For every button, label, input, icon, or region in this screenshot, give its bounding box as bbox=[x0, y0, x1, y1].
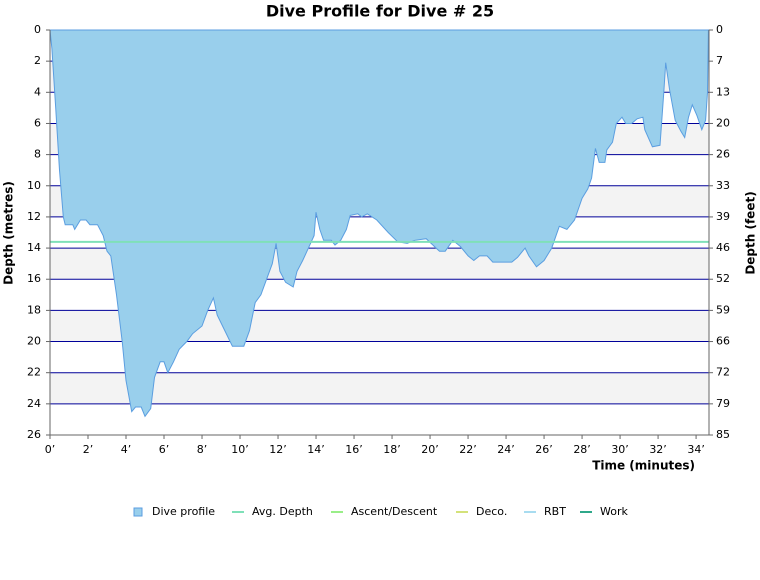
y2-tick-label: 79 bbox=[716, 397, 730, 410]
legend-label: RBT bbox=[544, 505, 566, 518]
y2-tick-label: 20 bbox=[716, 116, 730, 129]
y-tick-label: 6 bbox=[34, 116, 41, 129]
legend-label: Avg. Depth bbox=[252, 505, 313, 518]
y2-tick-label: 33 bbox=[716, 179, 730, 192]
legend-swatch bbox=[133, 507, 143, 517]
x-tick-label: 24’ bbox=[497, 443, 515, 456]
x-tick-label: 4’ bbox=[121, 443, 132, 456]
legend-label: Deco. bbox=[476, 505, 507, 518]
dive-profile-area bbox=[49, 29, 709, 418]
x-tick-label: 18’ bbox=[383, 443, 401, 456]
y-tick-label: 22 bbox=[27, 366, 41, 379]
y2-tick-label: 26 bbox=[716, 148, 730, 161]
x-tick-label: 0’ bbox=[45, 443, 56, 456]
y2-tick-label: 39 bbox=[716, 210, 730, 223]
x-tick-label: 6’ bbox=[159, 443, 170, 456]
x-tick-label: 32’ bbox=[649, 443, 667, 456]
x-tick-label: 8’ bbox=[197, 443, 208, 456]
x-tick-label: 16’ bbox=[345, 443, 363, 456]
y-tick-label: 4 bbox=[34, 85, 41, 98]
y-tick-label: 14 bbox=[27, 241, 41, 254]
y-tick-label: 12 bbox=[27, 210, 41, 223]
y-tick-label: 10 bbox=[27, 179, 41, 192]
y2-axis-title: Depth (feet) bbox=[744, 191, 758, 274]
grid-band bbox=[50, 372, 709, 404]
x-tick-label: 30’ bbox=[611, 443, 629, 456]
legend-label: Dive profile bbox=[152, 505, 215, 518]
x-tick-label: 28’ bbox=[573, 443, 591, 456]
y2-tick-label: 72 bbox=[716, 366, 730, 379]
x-tick-label: 2’ bbox=[83, 443, 94, 456]
y-tick-label: 8 bbox=[34, 148, 41, 161]
y2-tick-label: 0 bbox=[716, 23, 723, 36]
y-tick-label: 16 bbox=[27, 272, 41, 285]
x-tick-label: 26’ bbox=[535, 443, 553, 456]
legend-label: Ascent/Descent bbox=[351, 505, 438, 518]
y-tick-label: 0 bbox=[34, 23, 41, 36]
x-tick-label: 22’ bbox=[459, 443, 477, 456]
legend-label: Work bbox=[600, 505, 628, 518]
y-tick-label: 18 bbox=[27, 303, 41, 316]
y-tick-label: 20 bbox=[27, 335, 41, 348]
x-axis-title: Time (minutes) bbox=[592, 459, 695, 473]
y2-tick-label: 85 bbox=[716, 428, 730, 441]
x-tick-label: 20’ bbox=[421, 443, 439, 456]
y-tick-label: 2 bbox=[34, 54, 41, 67]
y2-tick-label: 46 bbox=[716, 241, 730, 254]
y2-tick-label: 59 bbox=[716, 303, 730, 316]
y-tick-label: 26 bbox=[27, 428, 41, 441]
chart-title: Dive Profile for Dive # 25 bbox=[266, 2, 494, 21]
x-tick-label: 12’ bbox=[269, 443, 287, 456]
x-tick-label: 14’ bbox=[307, 443, 325, 456]
y-axis-title: Depth (metres) bbox=[2, 181, 16, 285]
y-tick-label: 24 bbox=[27, 397, 41, 410]
y2-tick-label: 7 bbox=[716, 54, 723, 67]
y2-tick-label: 52 bbox=[716, 272, 730, 285]
y2-tick-label: 66 bbox=[716, 335, 730, 348]
y2-tick-label: 13 bbox=[716, 85, 730, 98]
x-tick-label: 10’ bbox=[231, 443, 249, 456]
x-tick-label: 34’ bbox=[687, 443, 705, 456]
